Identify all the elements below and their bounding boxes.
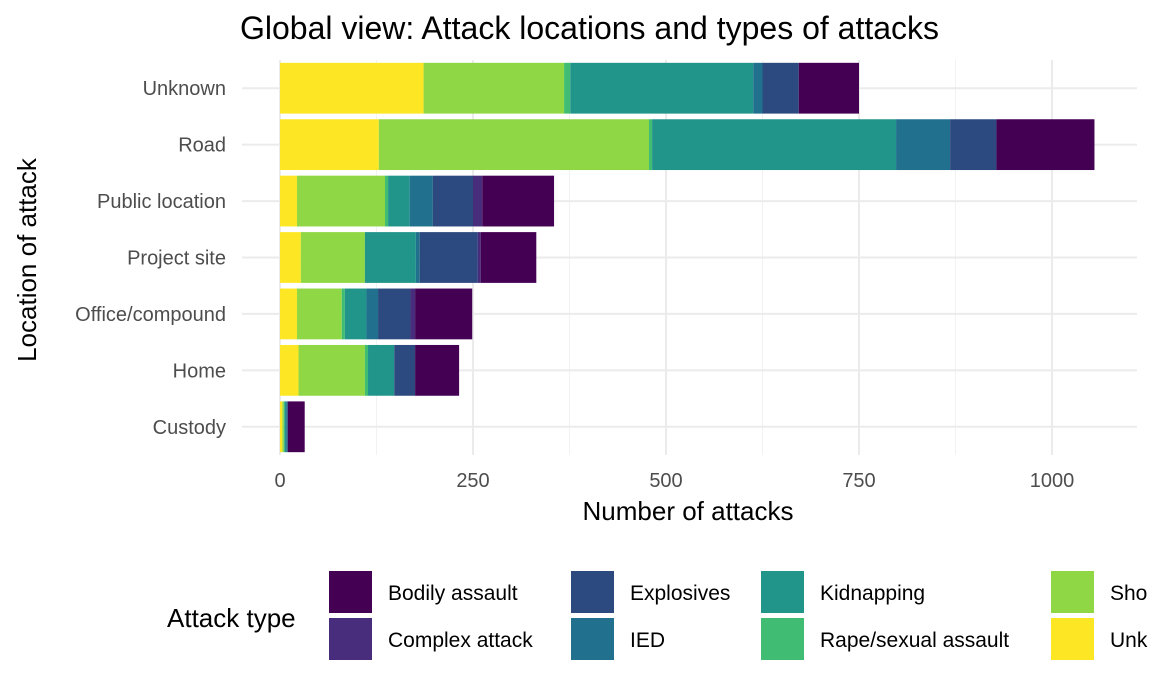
bar-segment <box>415 288 473 340</box>
legend-key <box>571 571 614 613</box>
legend-label: Sho <box>1110 582 1147 605</box>
bar-segment <box>384 175 389 227</box>
legend-label: Complex attack <box>388 629 533 652</box>
bar-segment <box>482 175 555 227</box>
bar-segment <box>283 401 285 453</box>
legend-label: Unk <box>1110 629 1148 652</box>
x-tick-labels: 0 250 500 750 1000 <box>274 470 1074 492</box>
legend-label: Bodily assault <box>388 582 518 605</box>
bar-segment <box>280 288 297 340</box>
bar-segment <box>410 288 416 340</box>
bar-segment <box>284 401 287 453</box>
bars <box>280 62 1095 453</box>
bar-segment <box>419 232 478 283</box>
legend-title: Attack type <box>167 603 296 633</box>
x-tick-label: 500 <box>649 470 682 492</box>
legend-key <box>761 571 804 613</box>
bar-segment <box>473 175 483 227</box>
legend-label: IED <box>630 629 665 652</box>
y-tick-labels: Unknown Road Public location Project site Of… <box>75 78 226 439</box>
bar-segment <box>477 232 481 283</box>
bar-segment <box>280 232 301 283</box>
bar-segment <box>432 175 473 227</box>
legend-key <box>329 571 372 613</box>
bar-segment <box>564 62 571 114</box>
x-tick-label: 1000 <box>1030 470 1075 492</box>
legend: Attack type Bodily assault Complex attack… <box>167 571 1148 660</box>
bar-segment <box>378 288 411 340</box>
y-tick-label: Home <box>173 360 226 382</box>
bar-segment <box>762 62 799 114</box>
y-axis-title: Location of attack <box>12 157 42 362</box>
bar-segment <box>896 119 951 171</box>
legend-key <box>571 618 614 660</box>
bar-segment <box>388 175 410 227</box>
bar-segment <box>415 232 420 283</box>
bar-segment <box>996 119 1095 171</box>
legend-key <box>329 618 372 660</box>
x-tick-label: 0 <box>274 470 285 492</box>
bar-segment <box>296 288 342 340</box>
x-tick-label: 250 <box>456 470 489 492</box>
bar-segment <box>341 288 345 340</box>
legend-label: Rape/sexual assault <box>820 629 1009 652</box>
bar-segment <box>280 344 299 396</box>
legend-key <box>761 618 804 660</box>
bar-segment <box>409 175 433 227</box>
bar-segment <box>649 119 653 171</box>
bar-segment <box>280 119 379 171</box>
bar-segment <box>364 232 416 283</box>
bar-segment <box>282 401 284 453</box>
chart-title: Global view: Attack locations and types … <box>240 10 939 46</box>
bar-segment <box>753 62 763 114</box>
bar-segment <box>652 119 897 171</box>
bar-segment <box>280 62 424 114</box>
bar-segment <box>570 62 754 114</box>
legend-label: Kidnapping <box>820 582 925 605</box>
bar-segment <box>296 175 385 227</box>
bar-segment <box>366 288 379 340</box>
y-tick-label: Road <box>178 135 226 157</box>
legend-key <box>1051 618 1094 660</box>
legend-key <box>1051 571 1094 613</box>
bar-segment <box>480 232 537 283</box>
y-tick-label: Project site <box>127 248 226 270</box>
bar-segment <box>287 401 305 453</box>
bar-segment <box>344 288 367 340</box>
y-tick-label: Office/compound <box>75 304 226 326</box>
x-axis-title: Number of attacks <box>583 496 794 526</box>
bar-segment <box>298 344 365 396</box>
bar-segment <box>378 119 650 171</box>
bar-segment <box>280 175 297 227</box>
bar-segment <box>415 344 460 396</box>
bar-segment <box>364 344 369 396</box>
x-tick-label: 750 <box>842 470 875 492</box>
y-tick-label: Public location <box>97 191 226 213</box>
bar-segment <box>798 62 859 114</box>
bar-segment <box>950 119 997 171</box>
y-tick-label: Custody <box>153 417 226 439</box>
bar-segment <box>286 401 288 453</box>
bar-segment <box>280 401 283 453</box>
legend-label: Explosives <box>630 582 730 605</box>
bar-segment <box>394 344 416 396</box>
y-tick-label: Unknown <box>143 78 226 100</box>
bar-segment <box>300 232 365 283</box>
bar-segment <box>423 62 565 114</box>
bar-segment <box>368 344 395 396</box>
